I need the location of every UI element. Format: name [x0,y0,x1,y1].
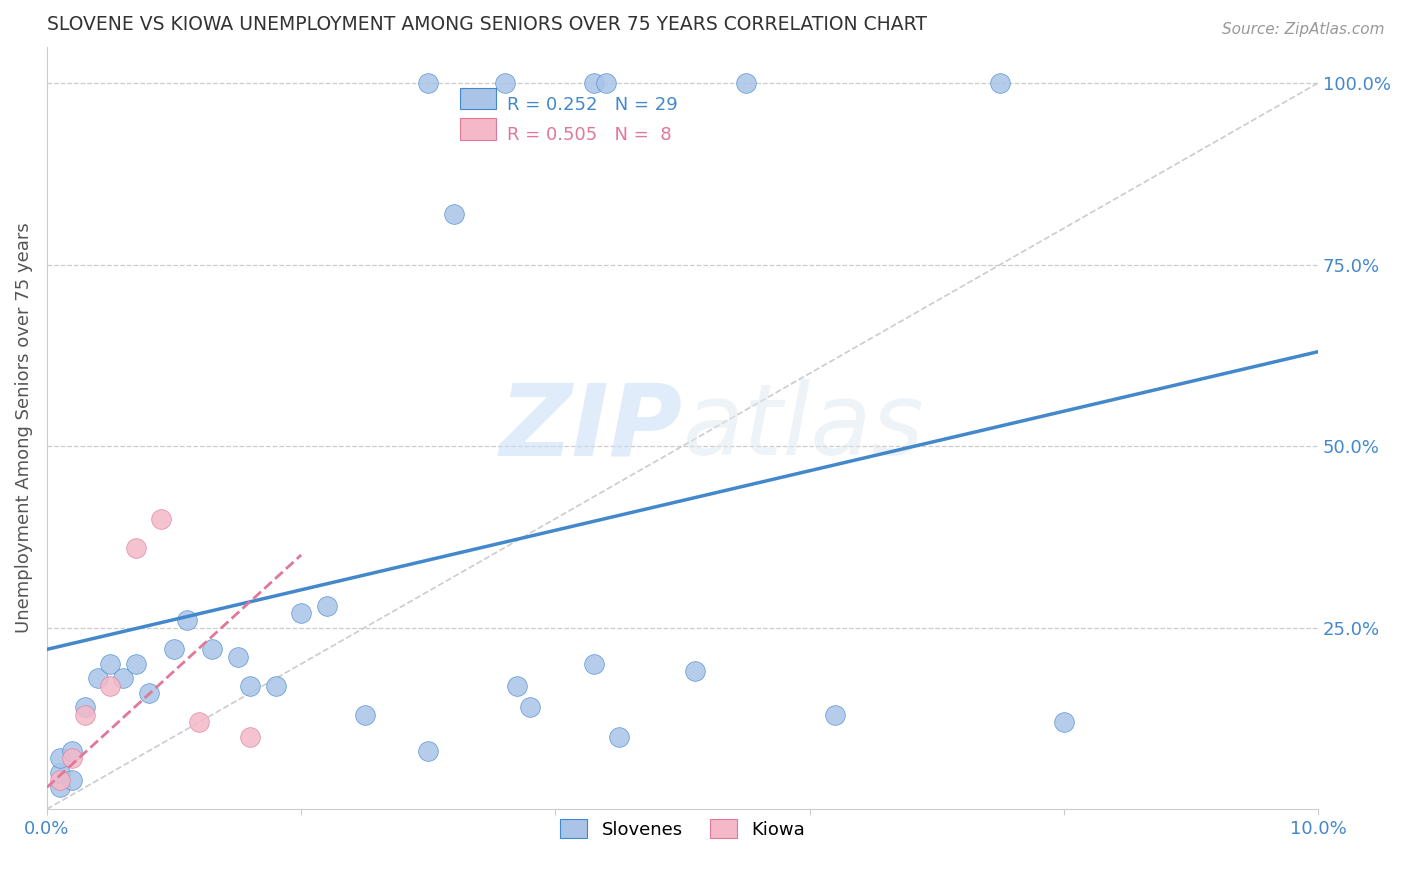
Text: Source: ZipAtlas.com: Source: ZipAtlas.com [1222,22,1385,37]
Point [582,657,605,671]
Point [48,765,70,780]
Point [353,707,375,722]
Point [60,751,83,765]
Point [264,679,287,693]
Text: R = 0.252   N = 29: R = 0.252 N = 29 [508,95,678,113]
Text: atlas: atlas [682,379,924,476]
FancyBboxPatch shape [460,87,496,109]
Point [48,773,70,788]
Point [48,780,70,795]
Point [87,672,110,686]
Text: ZIP: ZIP [499,379,682,476]
Y-axis label: Unemployment Among Seniors over 75 years: Unemployment Among Seniors over 75 years [15,222,32,633]
Point [494,76,516,90]
Point [418,76,440,90]
Point [226,649,249,664]
Point [163,642,186,657]
Point [315,599,337,613]
Point [150,511,173,525]
Point [443,207,465,221]
Text: SLOVENE VS KIOWA UNEMPLOYMENT AMONG SENIORS OVER 75 YEARS CORRELATION CHART: SLOVENE VS KIOWA UNEMPLOYMENT AMONG SENI… [46,15,927,34]
Legend: Slovenes, Kiowa: Slovenes, Kiowa [553,812,813,846]
Point [735,76,758,90]
Point [100,679,122,693]
Point [100,657,122,671]
FancyBboxPatch shape [460,119,496,140]
Point [824,707,846,722]
Point [290,606,312,620]
Point [582,76,605,90]
Point [683,664,706,678]
Point [48,751,70,765]
Point [138,686,160,700]
Point [188,714,211,729]
Point [125,541,148,555]
Point [73,700,96,714]
Point [595,76,617,90]
Point [201,642,224,657]
Point [239,730,262,744]
Point [125,657,148,671]
Point [112,672,135,686]
Point [519,700,541,714]
Point [1053,714,1076,729]
Point [60,744,83,758]
Point [73,707,96,722]
Point [607,730,630,744]
Point [60,773,83,788]
Point [418,744,440,758]
Point [506,679,529,693]
Point [988,76,1011,90]
Text: R = 0.505   N =  8: R = 0.505 N = 8 [508,126,672,145]
Point [176,613,198,627]
Point [239,679,262,693]
